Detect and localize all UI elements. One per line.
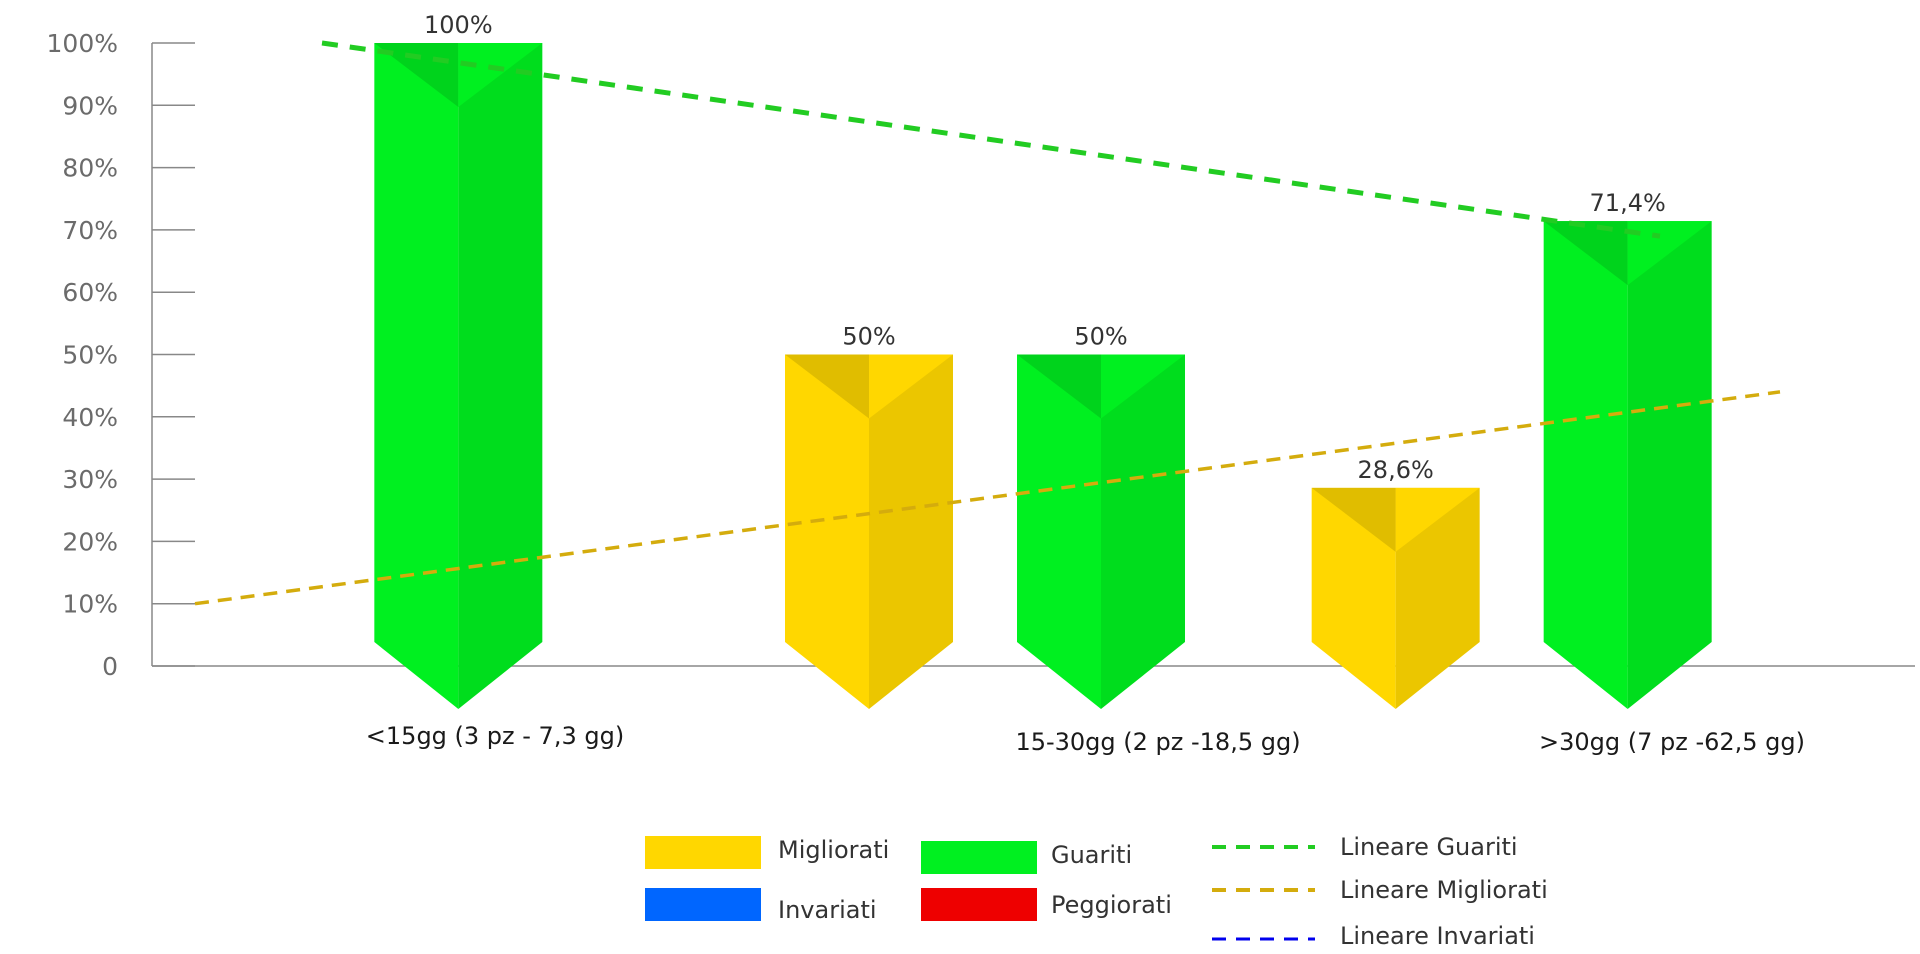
bar-guariti-right-face [458,43,543,709]
y-tick-label: 30% [62,465,118,494]
y-tick-label: 90% [62,91,118,120]
bar-migliorati-top-notch-right [869,354,953,419]
legend-label-lineare-guariti: Lineare Guariti [1340,833,1518,861]
x-category-label: >30gg (7 pz -62,5 gg) [1539,728,1805,756]
data-label: 50% [842,323,895,351]
x-category-label: 15-30gg (2 pz -18,5 gg) [1015,728,1300,756]
data-label: 71,4% [1590,189,1666,217]
y-tick-label: 10% [62,590,118,619]
bar-guariti-top-notch-right [1101,354,1185,419]
y-tick-label: 50% [62,341,118,370]
bar-guariti-left-face [1543,221,1628,710]
bar-migliorati-top-notch [785,354,869,419]
legend-swatch-peggiorati [921,888,1037,921]
trendline-migliorati [194,390,1781,606]
legend-swatch-migliorati [645,836,761,869]
bar-guariti-top-notch [1543,221,1628,286]
bar-guariti-left-face [374,43,459,709]
legend-label-lineare-invariati: Lineare Invariati [1340,922,1535,950]
y-tick-label: 70% [62,216,118,245]
legend-swatch-guariti [921,841,1037,874]
bar-guariti-left-face [1017,354,1101,709]
data-label: 28,6% [1358,456,1434,484]
legend-swatch-invariati [645,888,761,921]
bar-migliorati-left-face [1311,487,1396,709]
y-tick-label: 0 [102,652,118,681]
bar-migliorati-left-face [785,354,869,709]
y-tick-label: 100% [47,29,118,58]
data-label: 50% [1074,323,1127,351]
bar-guariti-right-face [1627,221,1712,710]
bar-guariti-right-face [1101,354,1185,709]
y-tick-label: 80% [62,154,118,183]
trendline-guariti [321,40,1661,239]
bar-guariti-top-notch-right [458,43,543,107]
x-category-label: <15gg (3 pz - 7,3 gg) [366,722,624,750]
bar-migliorati-top-notch-right [1395,487,1480,552]
legend-label-peggiorati: Peggiorati [1051,891,1172,919]
legend-label-guariti: Guariti [1051,841,1132,869]
bar-guariti-top-notch-right [1627,221,1712,286]
y-tick-label: 40% [62,403,118,432]
legend-label-lineare-migliorati: Lineare Migliorati [1340,876,1548,904]
bar-migliorati-right-face [1395,487,1480,709]
y-tick-label: 60% [62,278,118,307]
legend-label-migliorati: Migliorati [778,836,889,864]
bar-migliorati-top-notch [1311,487,1396,552]
y-tick-label: 20% [62,527,118,556]
data-label: 100% [424,11,493,39]
legend-label-invariati: Invariati [778,896,877,924]
bar-guariti-top-notch [1017,354,1101,419]
bar-migliorati-right-face [869,354,953,709]
